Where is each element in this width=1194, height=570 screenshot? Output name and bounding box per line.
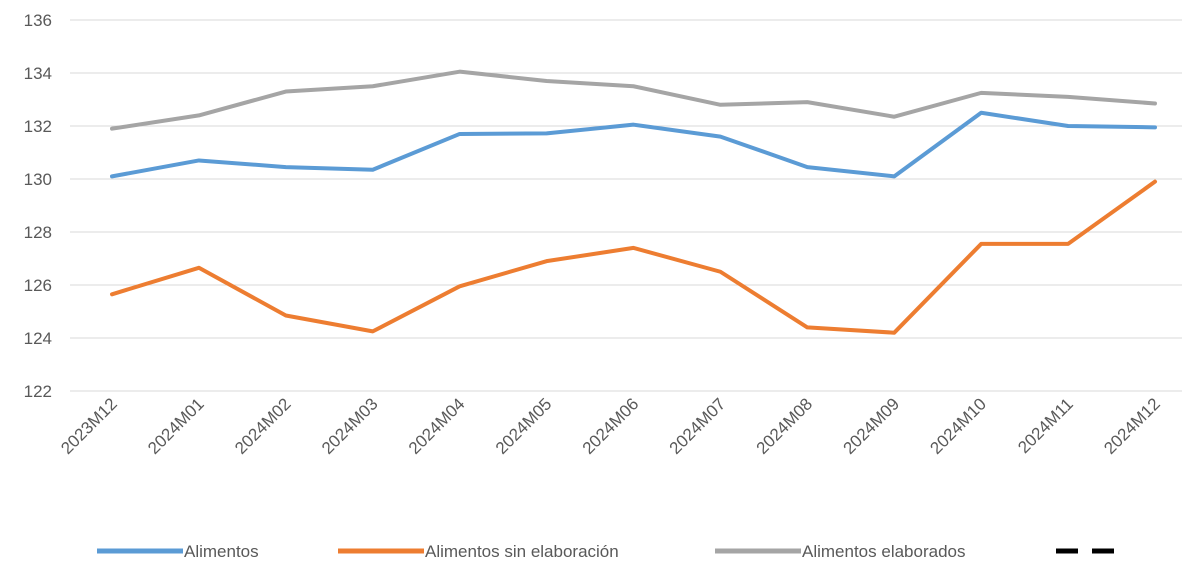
y-tick-label: 124	[24, 329, 52, 348]
x-tick-label: 2024M08	[753, 394, 817, 458]
series-line	[110, 69, 1157, 131]
y-tick-label: 132	[24, 117, 52, 136]
x-tick-label: 2023M12	[57, 394, 121, 458]
y-tick-label: 126	[24, 276, 52, 295]
y-tick-label: 134	[24, 64, 52, 83]
x-tick-label: 2024M11	[1014, 394, 1077, 457]
x-tick-label: 2024M03	[318, 394, 382, 458]
x-tick-label: 2024M07	[666, 394, 730, 458]
x-tick-label: 2024M06	[579, 394, 643, 458]
x-tick-label: 2024M09	[840, 394, 904, 458]
x-tick-label: 2024M05	[492, 394, 556, 458]
x-tick-label: 2024M01	[144, 394, 208, 458]
x-tick-label: 2024M12	[1100, 394, 1164, 458]
series-line	[110, 110, 1157, 179]
series-line	[110, 179, 1157, 335]
x-tick-label: 2024M04	[405, 394, 469, 458]
y-tick-label: 130	[24, 170, 52, 189]
x-tick-label: 2024M02	[231, 394, 295, 458]
y-tick-label: 122	[24, 382, 52, 401]
legend-label: Alimentos	[184, 542, 259, 561]
y-tick-label: 128	[24, 223, 52, 242]
legend-label: Alimentos elaborados	[802, 542, 965, 561]
legend-label: Alimentos sin elaboración	[425, 542, 619, 561]
x-tick-label: 2024M10	[926, 394, 990, 458]
y-tick-label: 136	[24, 11, 52, 30]
